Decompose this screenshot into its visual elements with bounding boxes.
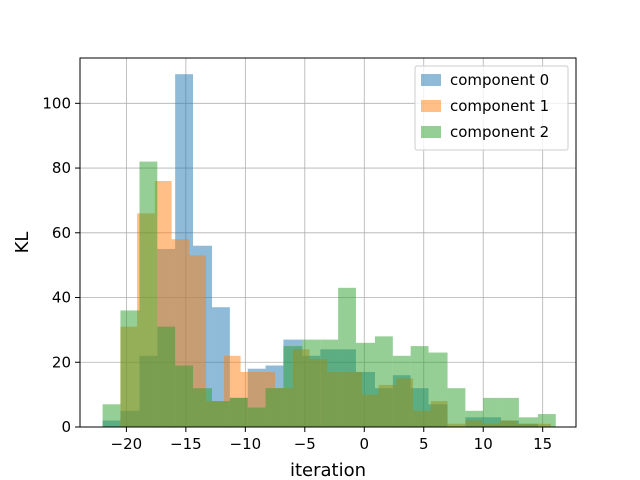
- histogram-bar: [157, 326, 176, 427]
- legend-label: component 0: [450, 71, 549, 89]
- histogram-bar: [229, 397, 248, 427]
- series-2-bars: [102, 161, 556, 427]
- y-axis: 0 20 40 60 80 100: [42, 94, 80, 436]
- histogram-bar: [338, 287, 356, 427]
- y-tick-label: 0: [61, 418, 71, 436]
- legend-swatch: [421, 100, 441, 112]
- histogram-bar: [120, 310, 140, 427]
- x-axis-label: iteration: [290, 460, 366, 480]
- histogram-bar: [139, 161, 158, 427]
- x-tick-label: 0: [360, 435, 370, 453]
- x-tick-label: 5: [419, 435, 429, 453]
- legend-box: [414, 65, 569, 151]
- y-tick-label: 100: [42, 94, 71, 112]
- histogram-bar: [302, 339, 321, 427]
- plot-frame: [79, 57, 577, 428]
- histogram-bar: [483, 397, 502, 427]
- histogram-bar: [447, 388, 466, 427]
- legend-label: component 1: [450, 97, 549, 115]
- y-tick-label: 60: [52, 224, 71, 242]
- histogram-bar: [175, 365, 193, 427]
- histogram-bar: [355, 342, 375, 427]
- histogram-bar: [410, 346, 429, 427]
- histogram-bar: [392, 355, 411, 427]
- y-tick-label: 20: [52, 353, 71, 371]
- histogram-bar: [465, 410, 484, 427]
- histogram-bar: [192, 388, 213, 427]
- histogram-bar: [537, 414, 556, 427]
- histogram-bar: [518, 417, 538, 427]
- x-tick-label: −5: [294, 435, 316, 453]
- legend-swatch: [421, 126, 441, 138]
- histogram-bars: [102, 74, 556, 428]
- x-tick-label: −15: [170, 435, 202, 453]
- x-tick-label: 10: [474, 435, 493, 453]
- legend: component 0 component 1 component 2: [414, 65, 569, 151]
- histogram-bar: [247, 407, 266, 427]
- x-tick-label: −10: [230, 435, 262, 453]
- legend-label: component 2: [450, 123, 549, 141]
- x-tick-label: −20: [111, 435, 143, 453]
- y-tick-label: 40: [52, 289, 71, 307]
- histogram-bar: [501, 397, 519, 427]
- legend-swatch: [421, 74, 441, 86]
- histogram-bar: [265, 388, 284, 427]
- x-tick-label: 15: [533, 435, 552, 453]
- histogram-bar: [428, 352, 448, 427]
- histogram-bar: [320, 339, 339, 427]
- x-axis: −20 −15 −10 −5 0 5 10 15: [111, 427, 552, 453]
- histogram-bar: [102, 404, 121, 427]
- histogram-bar: [189, 255, 207, 427]
- y-tick-label: 80: [52, 159, 71, 177]
- y-axis-label: KL: [12, 232, 33, 254]
- histogram-bar: [283, 346, 303, 427]
- histogram-bar: [212, 401, 230, 427]
- histogram-bar: [374, 336, 393, 427]
